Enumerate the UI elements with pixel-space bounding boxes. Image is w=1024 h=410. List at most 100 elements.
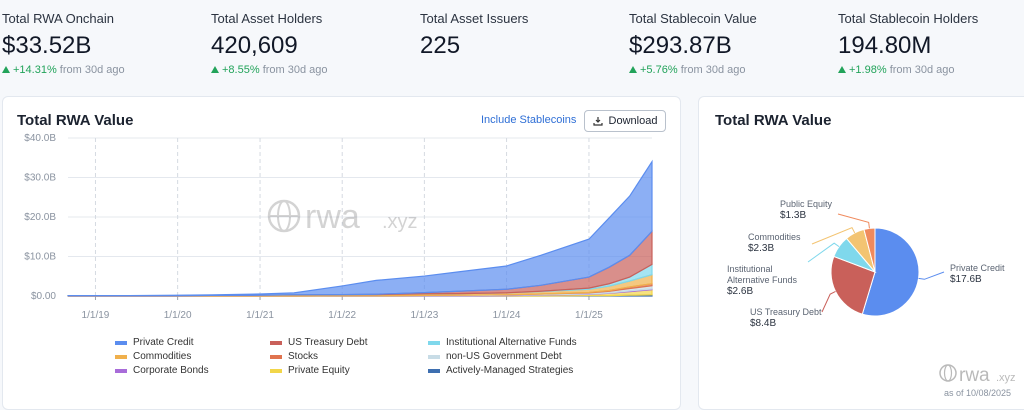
x-tick-label: 1/1/25 [575, 310, 603, 321]
leader-line [821, 291, 836, 313]
leader-line [918, 271, 945, 280]
pie-label: Public Equity $1.3B [780, 199, 832, 221]
x-tick-label: 1/1/23 [410, 310, 438, 321]
stat-label: Total RWA Onchain [2, 11, 114, 26]
watermark-text: rwa [305, 198, 360, 236]
plot: $0.00 $10.0B $20.0B $30.0B $40.0B 1/1/19 1/1/2… [24, 133, 653, 321]
pie-label: Private Credit $17.6B [950, 263, 1005, 285]
x-tick-label: 1/1/21 [246, 310, 274, 321]
legend-item[interactable]: Commodities [115, 351, 191, 362]
stat-change: +1.98% from 30d ago [838, 64, 955, 76]
as-of: as of 10/08/2025 [944, 388, 1012, 398]
up-arrow [2, 66, 10, 73]
x-tick-label: 1/1/24 [493, 310, 521, 321]
leader-line [811, 226, 856, 245]
legend-label: Institutional Alternative Funds [446, 337, 577, 348]
pie-slice [861, 227, 920, 317]
pie-label-value: $8.4B [750, 318, 777, 329]
download-button[interactable]: Download [584, 110, 666, 132]
legend-item[interactable]: US Treasury Debt [270, 337, 367, 348]
stat-change: +5.76% from 30d ago [629, 64, 746, 76]
pie-label-name: Institutional Alternative Funds [727, 264, 798, 285]
pie-label-name: Commodities [748, 232, 801, 242]
watermark-suffix: .xyz [996, 372, 1016, 384]
legend-swatch [115, 340, 127, 345]
y-tick-label: $30.0B [24, 173, 56, 184]
change-pct: +1.98% [849, 64, 887, 76]
download-icon [592, 117, 603, 126]
x-tick-label: 1/1/19 [82, 310, 110, 321]
legend-item[interactable]: Private Equity [270, 365, 350, 376]
change-pct: +8.55% [222, 64, 260, 76]
y-tick-label: $10.0B [24, 252, 56, 263]
stat-label: Total Asset Issuers [420, 11, 529, 26]
legend-label: Corporate Bonds [133, 365, 209, 376]
stat-value: $293.87B [629, 32, 732, 59]
up-arrow [211, 66, 219, 73]
legend-swatch [428, 340, 440, 345]
legend-item[interactable]: Actively-Managed Strategies [428, 365, 573, 376]
legend-label: Private Equity [288, 365, 350, 376]
legend-swatch [270, 340, 282, 345]
change-period: from 30d ago [680, 64, 746, 76]
change-period: from 30d ago [59, 64, 125, 76]
legend-swatch [115, 354, 127, 359]
pie-label: Institutional Alternative Funds $2.6B [727, 264, 803, 297]
change-period: from 30d ago [889, 64, 955, 76]
legend-item[interactable]: Private Credit [115, 337, 194, 348]
y-tick-label: $0.00 [31, 291, 56, 302]
legend-swatch [428, 354, 440, 359]
pie-label-name: US Treasury Debt [750, 307, 822, 317]
pie-label-name: Private Credit [950, 263, 1005, 273]
pie-label: US Treasury Debt $8.4B [750, 307, 822, 329]
legend-swatch [270, 354, 282, 359]
watermark-text: rwa [959, 365, 990, 386]
stat-label: Total Asset Holders [211, 11, 323, 26]
include-stablecoins[interactable]: Include Stablecoins [481, 114, 577, 126]
pie-label-value: $2.6B [727, 286, 754, 297]
up-arrow [838, 66, 846, 73]
stat-change: +14.31% from 30d ago [2, 64, 125, 76]
y-tick-label: $20.0B [24, 212, 56, 223]
x-tick-label: 1/1/22 [328, 310, 356, 321]
pie-label: Commodities $2.3B [748, 232, 801, 254]
leader-line [837, 213, 870, 229]
watermark-small: rwa .xyz [939, 364, 1016, 386]
legend-item[interactable]: Institutional Alternative Funds [428, 337, 577, 348]
legend-item[interactable]: Corporate Bonds [115, 365, 209, 376]
legend-item[interactable]: non-US Government Debt [428, 351, 562, 362]
legend-label: Private Credit [133, 337, 194, 348]
pie-label-value: $1.3B [780, 210, 807, 221]
pie-label-name: Public Equity [780, 199, 833, 209]
watermark: rwa .xyz [267, 198, 418, 236]
stat-change: +8.55% from 30d ago [211, 64, 328, 76]
download-label: Download [608, 115, 658, 127]
stat-label: Total Stablecoin Holders [838, 11, 979, 26]
legend-label: US Treasury Debt [288, 337, 368, 348]
legend-label: Stocks [288, 351, 319, 362]
change-pct: +14.31% [13, 64, 57, 76]
legend-swatch [270, 368, 282, 373]
x-tick-label: 1/1/20 [164, 310, 192, 321]
stat-value: 225 [420, 32, 461, 59]
legend-label: non-US Government Debt [446, 351, 562, 362]
leader-line [807, 242, 840, 263]
up-arrow [629, 66, 637, 73]
legend-swatch [428, 368, 440, 373]
stat-value: $33.52B [2, 32, 92, 59]
stat-value: 194.80M [838, 32, 932, 59]
legend-swatch [115, 368, 127, 373]
legend-label: Commodities [133, 351, 192, 362]
stat-label: Total Stablecoin Value [629, 11, 757, 26]
area [67, 159, 653, 297]
watermark-suffix: .xyz [382, 211, 418, 233]
card-title: Total RWA Value [715, 112, 832, 129]
card-title: Total RWA Value [17, 112, 134, 129]
pie-label-value: $2.3B [748, 243, 775, 254]
legend-item[interactable]: Stocks [270, 351, 318, 362]
change-pct: +5.76% [640, 64, 678, 76]
pie-label-value: $17.6B [950, 274, 982, 285]
stat-value: 420,609 [211, 32, 298, 59]
